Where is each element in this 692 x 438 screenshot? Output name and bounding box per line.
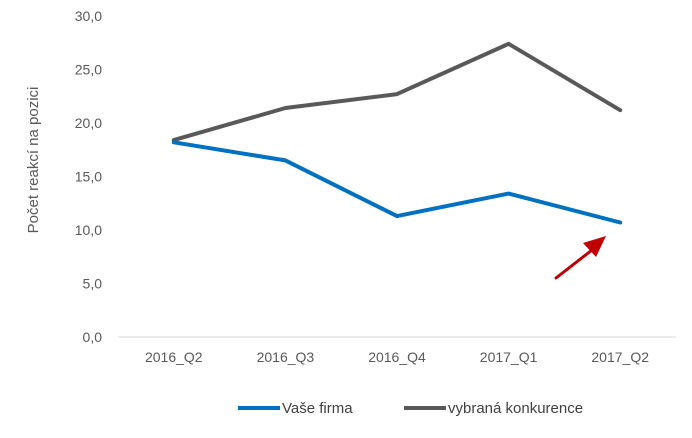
series-line: [171, 140, 623, 225]
y-axis-ticks: 0,0 5,0 10,0 15,0 20,0 25,0 30,0: [75, 8, 102, 345]
x-tick-label: 2017_Q2: [591, 349, 649, 365]
series-lines: [171, 41, 623, 225]
legend-label: Vaše firma: [282, 400, 353, 417]
legend-label: vybraná konkurence: [448, 400, 583, 417]
y-axis-title: Počet reakcí na pozici: [25, 87, 42, 234]
arrow-head: [583, 236, 606, 257]
x-tick-label: 2016_Q4: [368, 349, 426, 365]
y-tick-label: 5,0: [83, 276, 103, 292]
y-tick-label: 10,0: [75, 222, 102, 238]
x-tick-label: 2016_Q3: [257, 349, 315, 365]
x-tick-label: 2016_Q2: [145, 349, 203, 365]
y-tick-label: 15,0: [75, 169, 102, 185]
arrow-shaft: [554, 248, 594, 280]
x-axis-ticks: 2016_Q2 2016_Q3 2016_Q4 2017_Q1 2017_Q2: [145, 349, 649, 365]
y-tick-label: 0,0: [83, 329, 103, 345]
legend: Vaše firma vybraná konkurence: [238, 400, 583, 417]
y-tick-label: 20,0: [75, 115, 102, 131]
y-tick-label: 25,0: [75, 62, 102, 78]
y-tick-label: 30,0: [75, 8, 102, 24]
x-tick-label: 2017_Q1: [480, 349, 538, 365]
series-line: [171, 41, 623, 143]
annotation-arrow: [554, 236, 606, 280]
